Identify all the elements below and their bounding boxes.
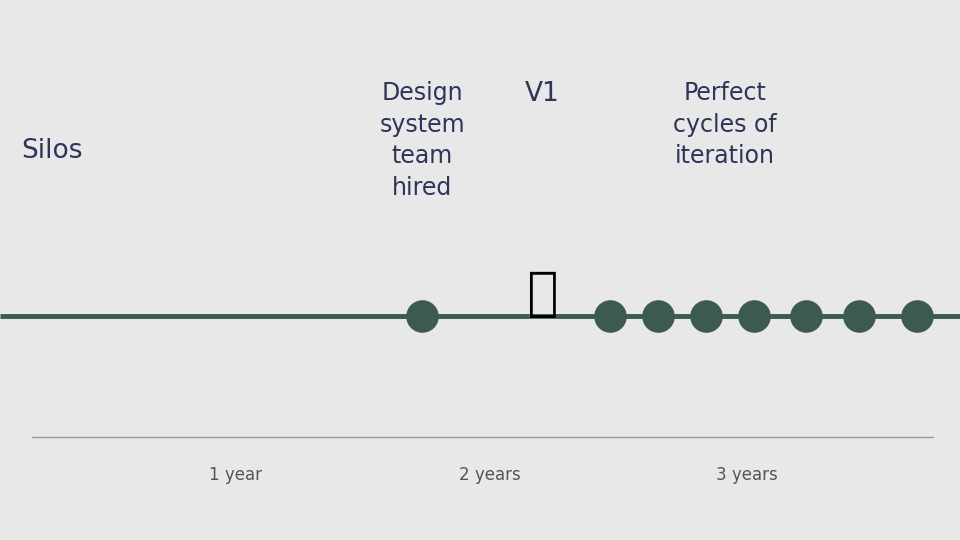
Text: V1: V1 [525,81,560,107]
Point [602,312,617,320]
Point [852,312,867,320]
Point [415,312,430,320]
Point [650,312,665,320]
Point [909,312,924,320]
Point [698,312,713,320]
Text: 2 years: 2 years [459,466,520,484]
Point [799,312,814,320]
Text: Silos: Silos [21,138,83,164]
Text: Perfect
cycles of
iteration: Perfect cycles of iteration [673,81,777,168]
Text: 1 year: 1 year [208,466,262,484]
Point [746,312,761,320]
Text: 3 years: 3 years [716,466,778,484]
Text: Design
system
team
hired: Design system team hired [379,81,466,200]
